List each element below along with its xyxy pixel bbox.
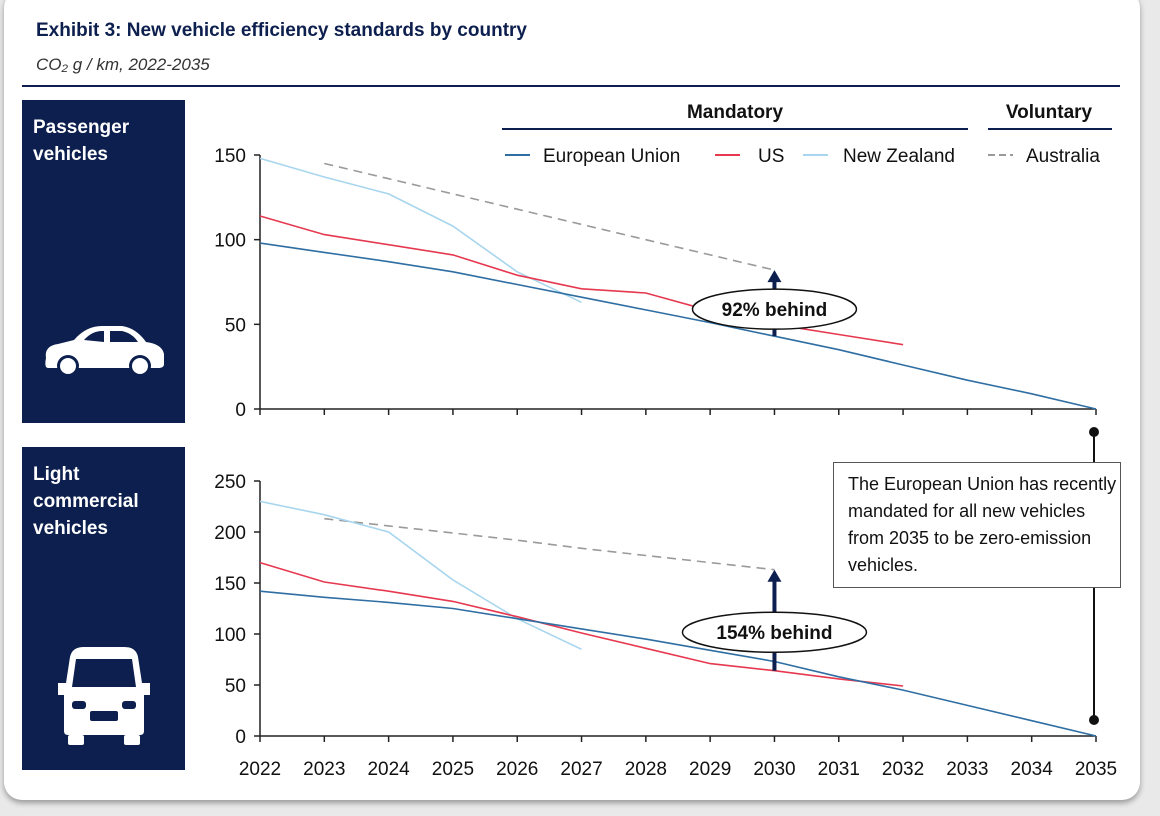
series-line-nz: [259, 500, 582, 651]
x-tick-label: 2035: [1075, 759, 1117, 780]
y-tick-label: 50: [225, 315, 246, 336]
gap-callout-label: 92% behind: [722, 300, 828, 321]
panel-label: Passenger vehicles: [33, 117, 130, 165]
plot-light-commercial-vehicles: 0 50 100 150 200 250 2022 2023 2024 2025 2026 2027 2…: [214, 472, 1117, 780]
x-tick-label: 2030: [753, 759, 795, 780]
legend-group-mandatory: Mandatory: [687, 102, 784, 123]
gap-callout-bubble: [691, 288, 858, 330]
car-icon: [45, 326, 165, 377]
plot-passenger-vehicles: 0 50 100 150 92% behind: [214, 146, 1097, 421]
exhibit-card: [4, 0, 1140, 800]
connector-dot-bottom: [1089, 715, 1099, 725]
y-tick-label: 150: [214, 574, 246, 595]
series-line-eu: [259, 590, 1097, 737]
title-divider: [22, 85, 1120, 87]
y-tick-label: 50: [225, 676, 246, 697]
x-tick-label: 2023: [303, 759, 345, 780]
y-tick-label: 150: [214, 146, 246, 167]
legend-label-us: US: [758, 146, 784, 167]
x-tick-label: 2034: [1011, 759, 1054, 780]
y-tick-label: 200: [214, 523, 246, 544]
gap-callout-label: 154% behind: [716, 623, 832, 644]
series-line-eu: [259, 242, 1097, 410]
x-tick-label: 2029: [689, 759, 731, 780]
legend-label-australia: Australia: [1026, 146, 1100, 167]
x-tick-label: 2028: [625, 759, 667, 780]
exhibit-subtitle: CO₂ g / km, 2022-2035: [36, 55, 210, 74]
legend: Mandatory Voluntary European Union US Ne…: [502, 102, 1112, 167]
panel-passenger-vehicles: Passenger vehicles: [22, 100, 185, 423]
series-line-us: [259, 561, 904, 687]
panel-light-commercial-vehicles: Light commercial vehicles: [22, 447, 185, 770]
x-tick-label: 2033: [946, 759, 988, 780]
gap-arrow-head: [767, 569, 782, 582]
series-line-australia: [324, 162, 775, 271]
x-tick-label: 2031: [818, 759, 860, 780]
y-tick-label: 100: [214, 625, 246, 646]
connector-dot-top: [1089, 427, 1099, 437]
panel-label: Light commercial vehicles: [33, 464, 139, 539]
exhibit-title: Exhibit 3: New vehicle efficiency standa…: [36, 20, 527, 41]
y-tick-label: 0: [235, 727, 246, 748]
van-icon: [58, 647, 150, 745]
x-tick-label: 2026: [496, 759, 538, 780]
y-tick-label: 250: [214, 472, 246, 493]
x-tick-label: 2032: [882, 759, 924, 780]
gap-arrow-head: [767, 270, 782, 283]
y-tick-label: 0: [235, 400, 246, 421]
x-tick-label: 2024: [367, 759, 410, 780]
legend-label-nz: New Zealand: [843, 146, 955, 167]
x-tick-label: 2025: [432, 759, 474, 780]
gap-callout-bubble: [681, 611, 868, 653]
annotation-box: The European Union has recently mandated…: [833, 462, 1121, 588]
legend-label-eu: European Union: [543, 146, 680, 167]
y-tick-label: 100: [214, 231, 246, 252]
series-line-australia: [324, 517, 775, 571]
x-tick-label: 2022: [239, 759, 281, 780]
legend-group-voluntary: Voluntary: [1006, 102, 1093, 123]
x-tick-label: 2027: [560, 759, 602, 780]
